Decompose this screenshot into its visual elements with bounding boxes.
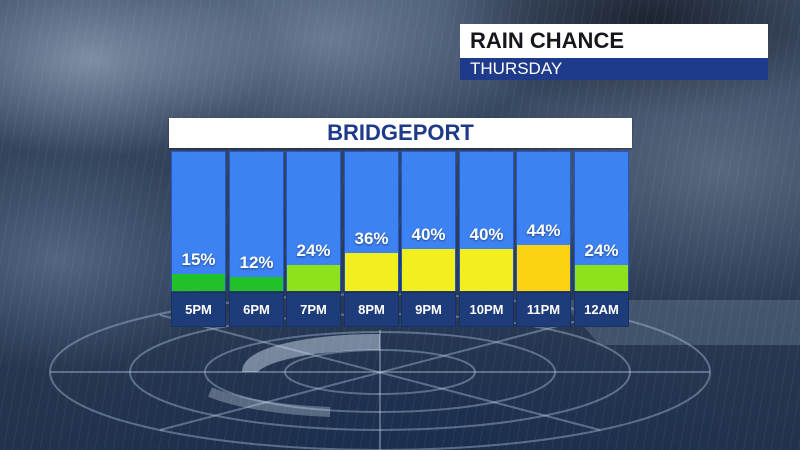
bar-fill-9pm <box>402 249 455 291</box>
city-banner: BRIDGEPORT <box>169 118 632 148</box>
time-label: 11PM <box>516 292 571 327</box>
time-label: 8PM <box>344 292 399 327</box>
bar-value-label: 44% <box>526 221 561 240</box>
time-label: 6PM <box>229 292 284 327</box>
bar-value-label: 24% <box>584 241 619 260</box>
bar-fill-12am <box>575 265 628 291</box>
bar-fill-10pm <box>460 249 513 291</box>
bar-column-12am: 24% <box>574 151 629 291</box>
bar-column-6pm: 12% <box>229 151 284 291</box>
bar-fill-6pm <box>230 277 283 291</box>
bar-column-5pm: 15% <box>171 151 226 291</box>
bar-fill-8pm <box>345 253 398 291</box>
time-label: 9PM <box>401 292 456 327</box>
bar-value-label: 15% <box>181 250 216 269</box>
time-label: 7PM <box>286 292 341 327</box>
bar-value-label: 36% <box>354 229 389 248</box>
bar-fill-11pm <box>517 245 570 291</box>
bar-value-label: 12% <box>239 253 274 272</box>
bar-column-7pm: 24% <box>286 151 341 291</box>
bar-fill-5pm <box>172 274 225 291</box>
time-label: 12AM <box>574 292 629 327</box>
bar-value-label: 40% <box>469 225 504 244</box>
bar-value-label: 24% <box>296 241 331 260</box>
bar-column-11pm: 44% <box>516 151 571 291</box>
bar-column-8pm: 36% <box>344 151 399 291</box>
time-label: 10PM <box>459 292 514 327</box>
bar-value-label: 40% <box>411 225 446 244</box>
bar-column-10pm: 40% <box>459 151 514 291</box>
title-box: RAIN CHANCE THURSDAY <box>460 24 768 80</box>
day-text: THURSDAY <box>460 58 768 80</box>
time-label: 5PM <box>171 292 226 327</box>
title-text: RAIN CHANCE <box>460 24 768 58</box>
bar-fill-7pm <box>287 265 340 291</box>
bar-column-9pm: 40% <box>401 151 456 291</box>
